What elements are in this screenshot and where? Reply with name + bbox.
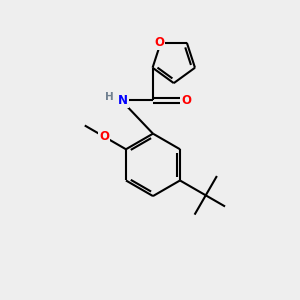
Text: O: O [154,36,164,49]
Text: O: O [99,130,109,143]
Text: H: H [104,92,113,102]
Text: O: O [181,94,191,107]
Text: N: N [118,94,128,107]
